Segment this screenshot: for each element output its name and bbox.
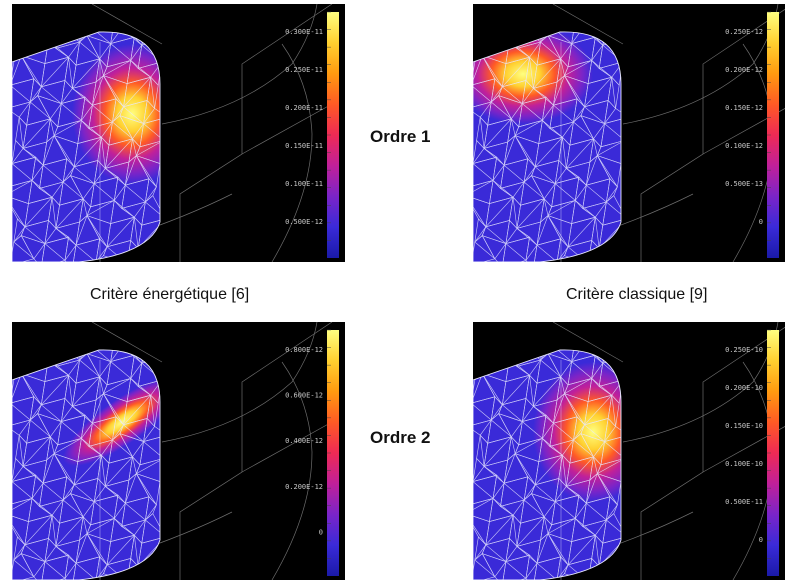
colorbar-tick-label: 0.500E-12 [285, 218, 323, 226]
colorbar-tick-label: 0.200E-12 [285, 483, 323, 491]
colorbar-tick-label: 0 [759, 536, 763, 544]
colorbar [767, 12, 779, 258]
contour-plot-classic-order2: 0.250E-10 0.200E-10 0.150E-10 0.100E-10 0.50… [473, 322, 785, 580]
colorbar-tick-label: 0.150E-10 [725, 422, 763, 430]
colorbar-tick-label: 0.200E-12 [725, 66, 763, 74]
colorbar-tick-label: 0.100E-12 [725, 142, 763, 150]
colorbar-tick-label: 0.600E-12 [285, 392, 323, 400]
colorbar [767, 330, 779, 576]
colorbar [327, 330, 339, 576]
colorbar-tick-label: 0.500E-11 [725, 498, 763, 506]
order-1-label: Ordre 1 [370, 127, 431, 146]
colorbar-tick-label: 0.200E-11 [285, 104, 323, 112]
colorbar-tick-label: 0.200E-10 [725, 384, 763, 392]
contour-plot-energetic-order1: 0.300E-11 0.250E-11 0.200E-11 0.150E-11 0.10… [12, 4, 345, 262]
colorbar-tick-label: 0.250E-11 [285, 66, 323, 74]
colorbar-tick-label: 0.250E-12 [725, 28, 763, 36]
colorbar-tick-label: 0.400E-12 [285, 437, 323, 445]
colorbar-tick-label: 0.800E-12 [285, 346, 323, 354]
colorbar-tick-label: 0 [319, 528, 323, 536]
colorbar-tick-label: 0.150E-12 [725, 104, 763, 112]
colorbar-tick-label: 0 [759, 218, 763, 226]
energetic-criterion-caption: Critère énergétique [6] [90, 286, 250, 303]
contour-plot-classic-order1: 0.250E-12 0.200E-12 0.150E-12 0.100E-12 0.50… [473, 4, 785, 262]
colorbar-tick-label: 0.150E-11 [285, 142, 323, 150]
colorbar-tick-label: 0.300E-11 [285, 28, 323, 36]
classic-criterion-caption: Critère classique [9] [566, 286, 708, 303]
colorbar-tick-label: 0.100E-11 [285, 180, 323, 188]
order-2-label: Ordre 2 [370, 428, 431, 447]
colorbar-tick-label: 0.250E-10 [725, 346, 763, 354]
colorbar [327, 12, 339, 258]
contour-plot-energetic-order2: 0.800E-12 0.600E-12 0.400E-12 0.200E-12 0 [12, 322, 345, 580]
colorbar-tick-label: 0.100E-10 [725, 460, 763, 468]
colorbar-tick-label: 0.500E-13 [725, 180, 763, 188]
